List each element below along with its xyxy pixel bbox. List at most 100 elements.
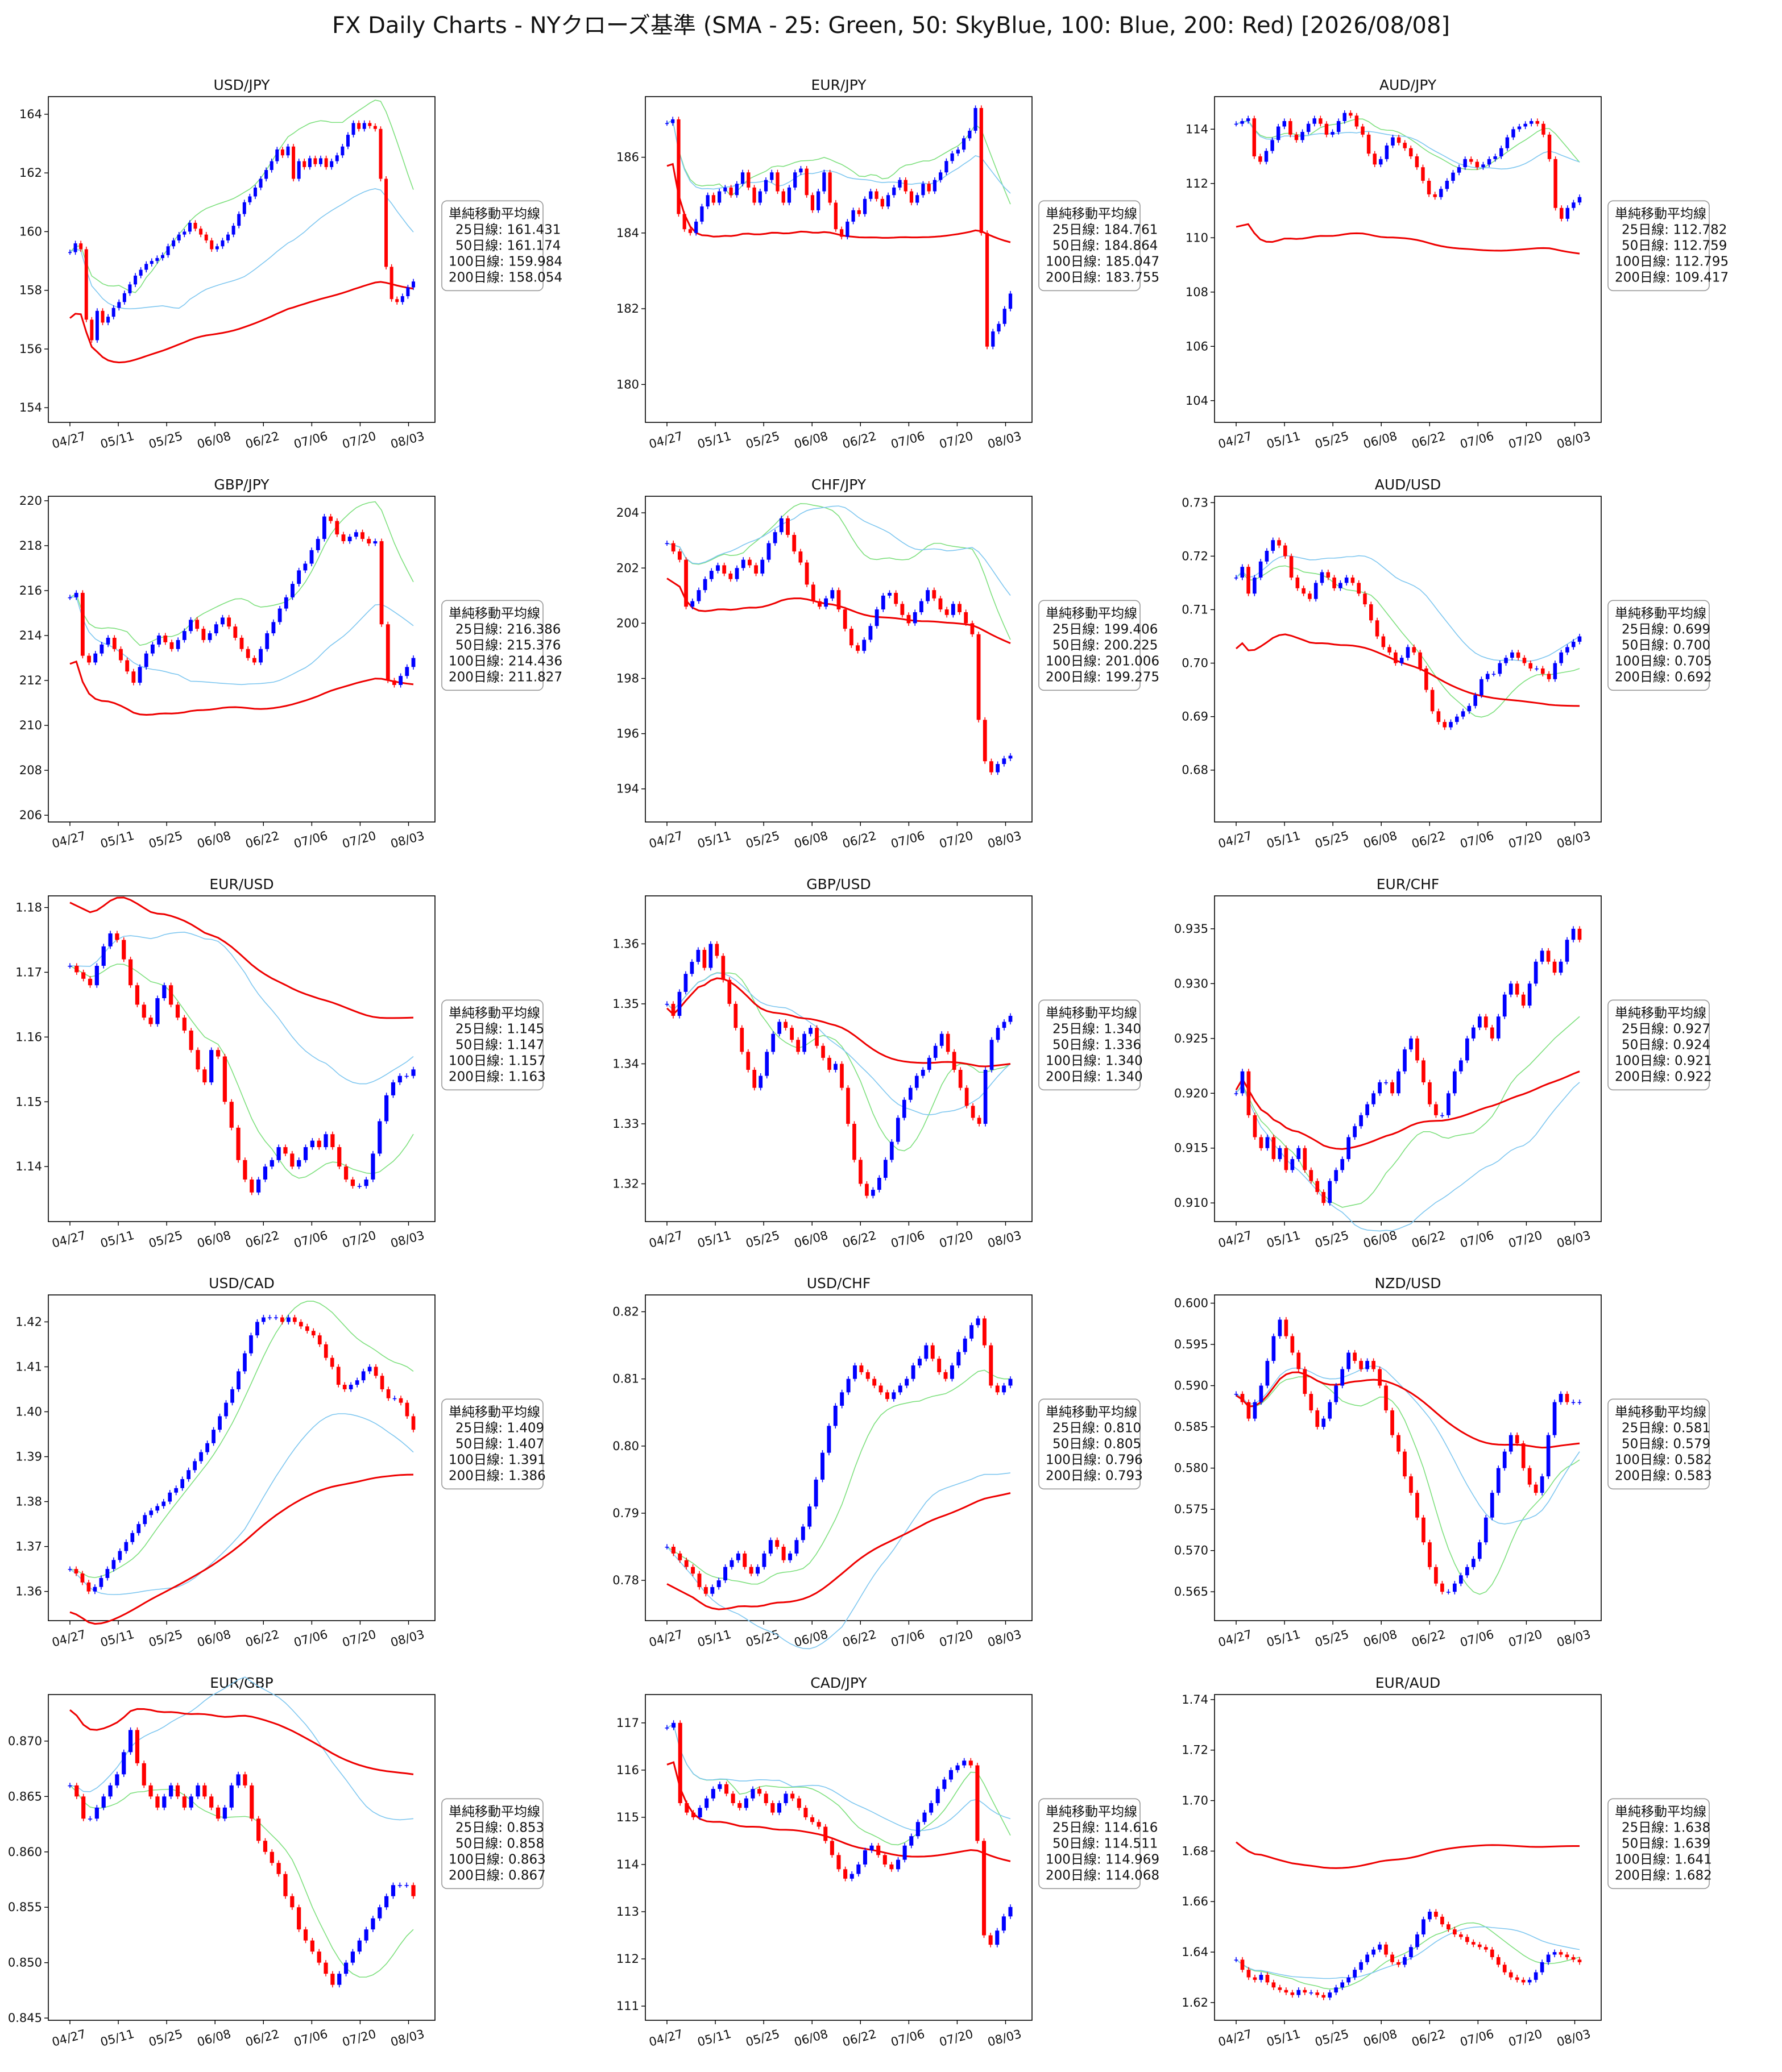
candle-body	[199, 229, 203, 235]
x-tick-label: 07/06	[292, 1627, 329, 1650]
chart-usd-chf: USD/CHF 0.78 0.79 0.80 0.81 0.82 04/27 05/11 05/…	[612, 1275, 1143, 1650]
chart-nzd-usd: NZD/USD 0.565 0.570 0.575 0.580 0.585 0.590 0.5…	[1174, 1275, 1712, 1650]
legend-box	[1038, 1798, 1141, 1890]
candle-body	[696, 949, 701, 962]
candle-body	[1340, 1982, 1345, 1988]
candle-body	[1406, 647, 1410, 658]
candle-body	[193, 1461, 197, 1471]
candle-body	[93, 653, 98, 663]
candle-body	[777, 1803, 781, 1813]
candle-body	[367, 539, 371, 543]
candle-body	[68, 1785, 72, 1787]
candle-body	[718, 1784, 722, 1789]
plot-frame	[48, 1294, 436, 1621]
candle-body	[1369, 604, 1373, 621]
candle-body	[1439, 189, 1443, 197]
x-tick-label: 07/06	[1458, 829, 1495, 851]
candle-body	[1278, 1987, 1282, 1990]
chart-eur-gbp: EUR/GBP 0.845 0.850 0.855 0.860 0.865 0.870 04/…	[8, 1675, 546, 2049]
candle-body	[1552, 961, 1557, 973]
candle-body	[1290, 1159, 1295, 1170]
candle-body	[1440, 1583, 1444, 1592]
candle-body	[74, 1569, 78, 1574]
x-tick-label: 08/03	[389, 1627, 426, 1650]
legend-heading: 単純移動平均線	[1615, 1006, 1706, 1020]
legend-sma-value: 200日線: 109.417	[1615, 270, 1729, 285]
candle-body	[182, 631, 187, 640]
candle-body	[665, 543, 669, 545]
candle-body	[1328, 1992, 1332, 1998]
candle-body	[1378, 1944, 1382, 1950]
sma50-line	[1236, 1365, 1580, 1525]
candle-body	[143, 1515, 147, 1525]
candle-body	[691, 1567, 695, 1574]
candle-body	[386, 624, 390, 681]
candle-body	[982, 1318, 987, 1346]
x-tick-label: 04/27	[1217, 429, 1254, 451]
candle-body	[1421, 167, 1425, 181]
candle-body	[169, 985, 173, 1005]
y-tick-label: 106	[1186, 339, 1208, 353]
sma25-line	[69, 1785, 414, 1978]
x-tick-label: 07/20	[938, 2027, 975, 2049]
candle-body	[1467, 705, 1472, 712]
candle-body	[1284, 1148, 1288, 1170]
candle-body	[265, 633, 270, 649]
candle-body	[208, 633, 212, 640]
candle-body	[1296, 1352, 1301, 1369]
candle-body	[878, 1385, 883, 1393]
candle-body	[677, 991, 682, 1016]
candle-body	[155, 998, 160, 1024]
candle-body	[303, 1929, 308, 1941]
candle-body	[343, 1166, 349, 1180]
candle-body	[209, 1050, 214, 1083]
candle-body	[1502, 994, 1507, 1017]
candle-body	[79, 243, 83, 250]
candle-body	[1008, 1907, 1013, 1917]
legend-sma-value: 200日線: 158.054	[449, 270, 562, 285]
y-tick-label: 113	[616, 1905, 639, 1919]
x-tick-label: 08/03	[986, 2027, 1023, 2049]
candle-body	[1350, 578, 1355, 583]
x-tick-label: 08/03	[389, 2027, 426, 2049]
x-tick-label: 07/20	[341, 429, 378, 451]
candle-body	[1559, 1394, 1563, 1402]
legend-sma-value: 50日線: 0.579	[1622, 1436, 1710, 1451]
candle-body	[222, 1807, 227, 1819]
candle-body	[276, 1147, 281, 1160]
candle-body	[935, 1789, 940, 1803]
candle-body	[371, 1918, 375, 1930]
candle-body	[770, 172, 774, 180]
candle-body	[88, 978, 93, 986]
candle-body	[797, 1798, 801, 1808]
candle-body	[150, 261, 154, 264]
legend-sma-value: 200日線: 0.922	[1615, 1069, 1712, 1084]
candle-body	[1234, 1093, 1238, 1094]
sma200-line	[1235, 1070, 1580, 1150]
x-tick-label: 07/06	[292, 829, 329, 851]
x-tick-label: 04/27	[51, 2027, 88, 2049]
candle-body	[969, 1325, 974, 1339]
x-tick-label: 07/20	[1507, 829, 1544, 851]
candle-body	[1529, 121, 1534, 124]
candle-body	[1296, 1990, 1301, 1995]
candle-body	[324, 1962, 328, 1974]
candle-body	[168, 1492, 172, 1502]
candle-body	[1559, 1952, 1563, 1955]
candle-body	[896, 1118, 900, 1142]
y-tick-label: 0.570	[1174, 1544, 1208, 1558]
candle-body	[1284, 1990, 1288, 1993]
y-tick-label: 1.74	[1182, 1693, 1208, 1706]
x-tick-label: 05/25	[1313, 2027, 1350, 2049]
candle-body	[308, 158, 312, 167]
y-tick-label: 1.17	[15, 965, 42, 979]
legend-sma-value: 50日線: 112.759	[1622, 238, 1727, 253]
legend-sma-value: 50日線: 215.376	[455, 638, 561, 653]
candle-body	[1259, 1975, 1263, 1980]
x-tick-label: 04/27	[648, 829, 685, 851]
candle-body	[1265, 1361, 1270, 1386]
y-tick-label: 154	[19, 401, 42, 414]
x-tick-label: 05/11	[696, 1228, 733, 1251]
candle-body	[169, 1785, 173, 1797]
y-tick-label: 220	[19, 494, 42, 508]
